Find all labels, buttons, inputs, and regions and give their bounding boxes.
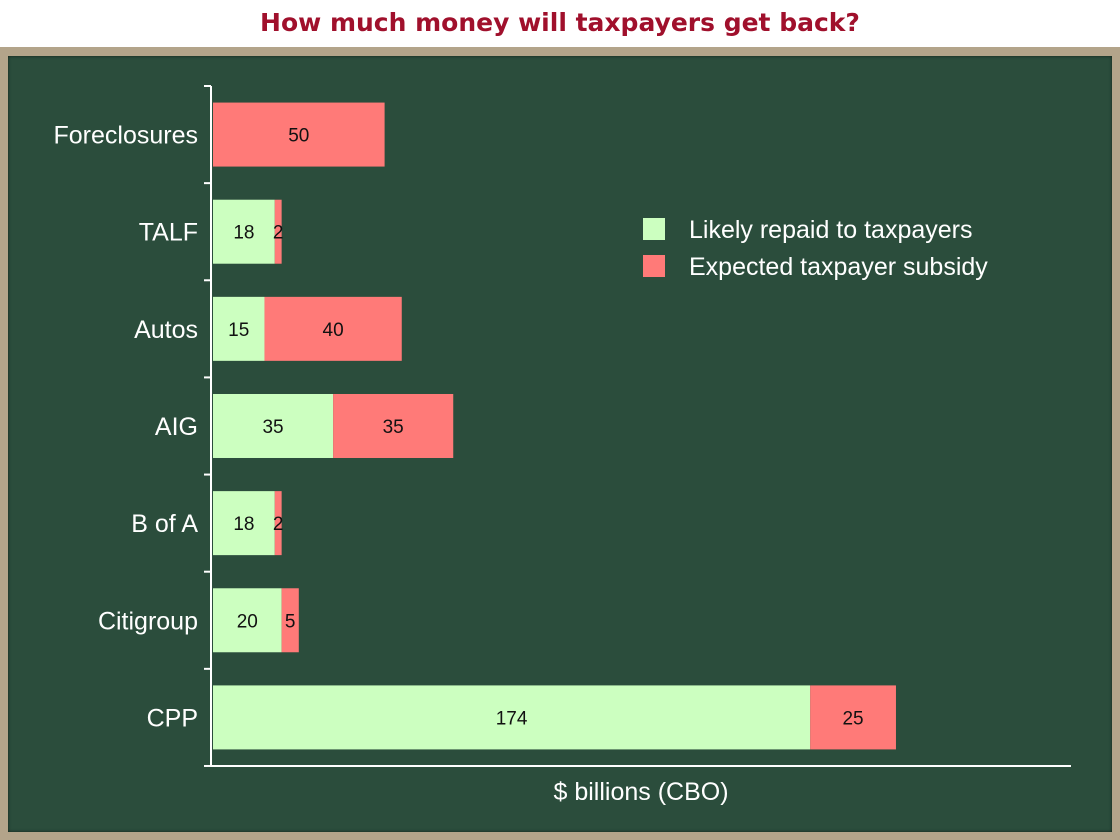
category-label: Autos	[134, 316, 198, 344]
legend-swatch-subsidy	[643, 255, 665, 277]
chart-title: How much money will taxpayers get back?	[260, 8, 860, 37]
data-label: 2	[273, 514, 284, 535]
data-label: 40	[323, 320, 344, 341]
data-label: 50	[288, 126, 309, 147]
bar-repaid	[213, 588, 282, 653]
bar-subsidy	[810, 685, 896, 750]
category-label: B of A	[131, 510, 198, 538]
data-label: 18	[233, 514, 254, 535]
bar-repaid	[213, 296, 265, 361]
legend-swatch-repaid	[643, 218, 665, 240]
data-label: 20	[237, 611, 258, 632]
legend: Likely repaid to taxpayers Expected taxpa…	[643, 216, 988, 281]
category-label: Citigroup	[98, 607, 198, 635]
x-axis-title: $ billions (CBO)	[553, 778, 728, 806]
legend-label: Expected taxpayer subsidy	[689, 253, 988, 281]
category-label: Foreclosures	[54, 122, 199, 150]
bar-repaid	[213, 199, 275, 264]
bar-subsidy	[333, 393, 454, 458]
bar-subsidy	[274, 491, 282, 556]
bar-repaid	[213, 491, 275, 556]
bar-subsidy	[274, 199, 282, 264]
bar-subsidy	[281, 588, 299, 653]
category-label: CPP	[147, 704, 198, 732]
bar-subsidy	[213, 102, 385, 167]
bar-repaid	[213, 685, 811, 750]
data-label: 15	[228, 320, 249, 341]
data-label: 174	[496, 708, 528, 729]
bar-subsidy	[264, 296, 402, 361]
legend-label: Likely repaid to taxpayers	[689, 216, 972, 244]
data-label: 35	[262, 417, 283, 438]
data-label: 2	[273, 223, 284, 244]
data-label: 5	[285, 611, 296, 632]
bar-repaid	[213, 393, 334, 458]
data-label: 35	[383, 417, 404, 438]
labels: Foreclosures 50 TALF 18 2 Autos 15 40 AIG 35 35 B o…	[54, 122, 864, 806]
data-label: 25	[842, 708, 863, 729]
bars	[213, 102, 896, 750]
axes	[204, 85, 1071, 767]
category-label: TALF	[139, 219, 198, 247]
category-label: AIG	[155, 413, 198, 441]
data-label: 18	[233, 223, 254, 244]
